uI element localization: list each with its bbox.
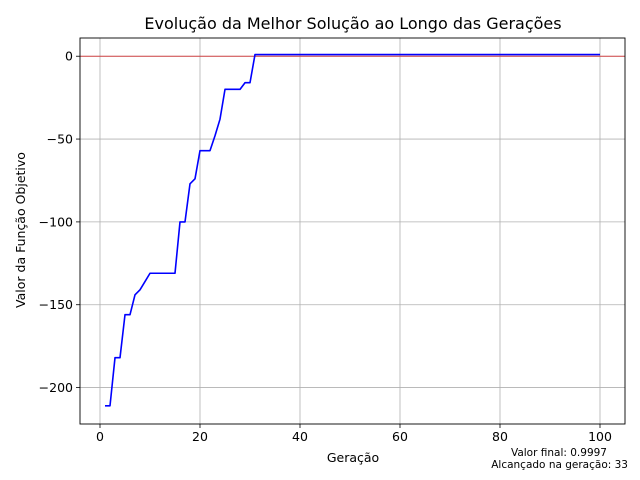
x-tick-label: 60 xyxy=(392,429,408,444)
y-tick-label: −200 xyxy=(39,380,73,395)
y-tick-label: −100 xyxy=(39,214,73,229)
y-tick-label: −150 xyxy=(39,297,73,312)
x-tick-label: 80 xyxy=(492,429,508,444)
chart-title: Evolução da Melhor Solução ao Longo das … xyxy=(144,14,561,33)
x-tick-label: 40 xyxy=(292,429,308,444)
grid-lines xyxy=(80,38,625,424)
x-tick-label: 0 xyxy=(96,429,104,444)
y-tick-label: 0 xyxy=(65,49,73,64)
plot-frame xyxy=(79,37,626,425)
series-group xyxy=(105,53,600,407)
x-axis-ticks: 0 20 40 60 80 100 xyxy=(96,424,612,444)
annotation-final-value: Valor final: 0.9997 xyxy=(511,447,607,459)
y-tick-label: −50 xyxy=(47,132,73,147)
axes-frame xyxy=(79,37,626,425)
series-line xyxy=(105,53,600,407)
y-axis-ticks: 0 −50 −100 −150 −200 xyxy=(39,49,80,395)
x-axis-label: Geração xyxy=(327,450,379,465)
x-tick-label: 100 xyxy=(588,429,612,444)
y-axis-label: Valor da Função Objetivo xyxy=(13,152,28,308)
annotation-generation: Alcançado na geração: 33 xyxy=(491,459,628,471)
x-tick-label: 20 xyxy=(192,429,208,444)
